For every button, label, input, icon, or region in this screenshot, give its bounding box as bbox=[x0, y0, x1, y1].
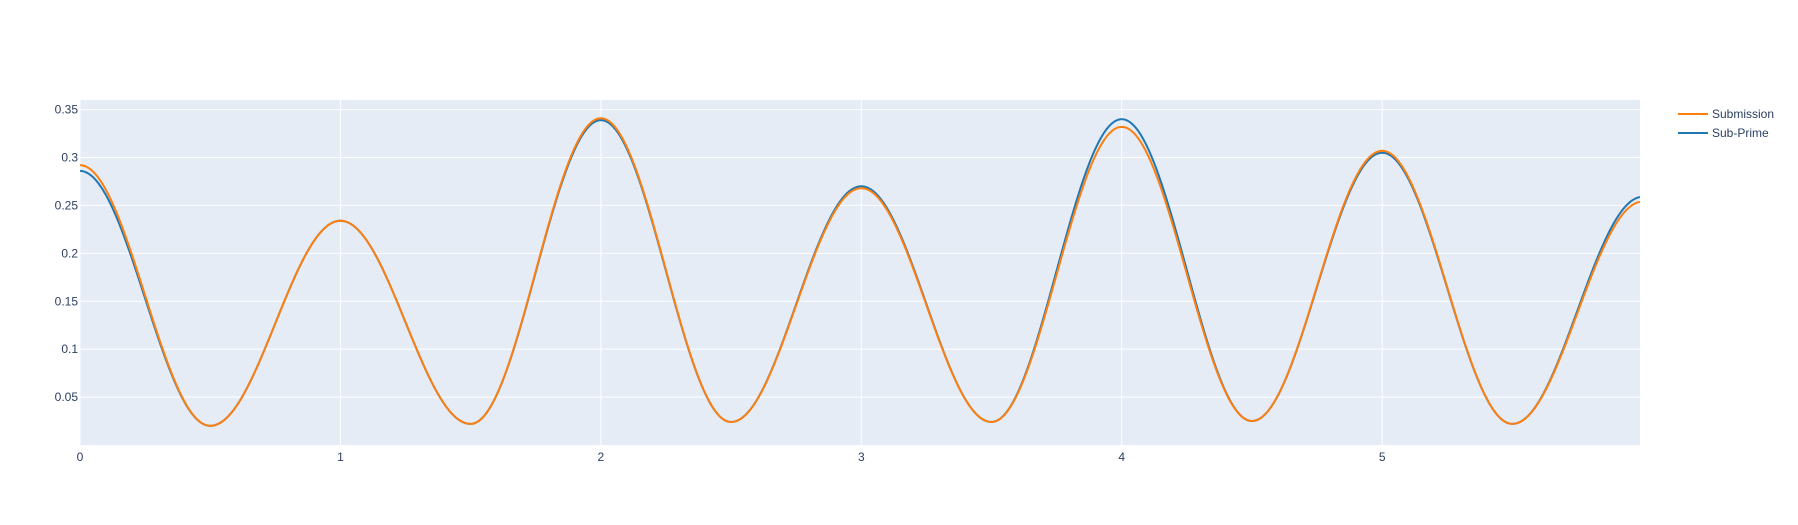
y-tick-label: 0.25 bbox=[55, 198, 79, 212]
x-tick-label: 3 bbox=[858, 450, 865, 464]
series-line-submission bbox=[80, 117, 1640, 427]
y-tick-label: 0.35 bbox=[55, 103, 79, 117]
y-axis: 0.05 0.1 0.15 0.2 0.25 0.3 0.35 bbox=[55, 103, 79, 405]
grid-lines bbox=[79, 100, 1640, 445]
x-axis: 0 1 2 3 4 5 bbox=[77, 450, 1386, 464]
legend-label: Sub-Prime bbox=[1712, 126, 1769, 140]
legend-item[interactable]: Submission bbox=[1678, 107, 1774, 121]
legend-label: Submission bbox=[1712, 107, 1774, 121]
series-lines bbox=[80, 117, 1640, 427]
y-tick-label: 0.1 bbox=[61, 342, 78, 356]
legend-item[interactable]: Sub-Prime bbox=[1678, 126, 1769, 140]
x-tick-label: 4 bbox=[1118, 450, 1125, 464]
plot-area bbox=[80, 100, 1640, 445]
y-tick-label: 0.05 bbox=[55, 390, 79, 404]
legend: Submission Sub-Prime bbox=[1678, 107, 1774, 140]
x-tick-label: 2 bbox=[598, 450, 605, 464]
x-tick-label: 0 bbox=[77, 450, 84, 464]
y-tick-label: 0.2 bbox=[61, 246, 78, 260]
x-tick-label: 1 bbox=[337, 450, 344, 464]
y-tick-label: 0.15 bbox=[55, 294, 79, 308]
y-tick-label: 0.3 bbox=[61, 151, 78, 165]
x-tick-label: 5 bbox=[1379, 450, 1386, 464]
